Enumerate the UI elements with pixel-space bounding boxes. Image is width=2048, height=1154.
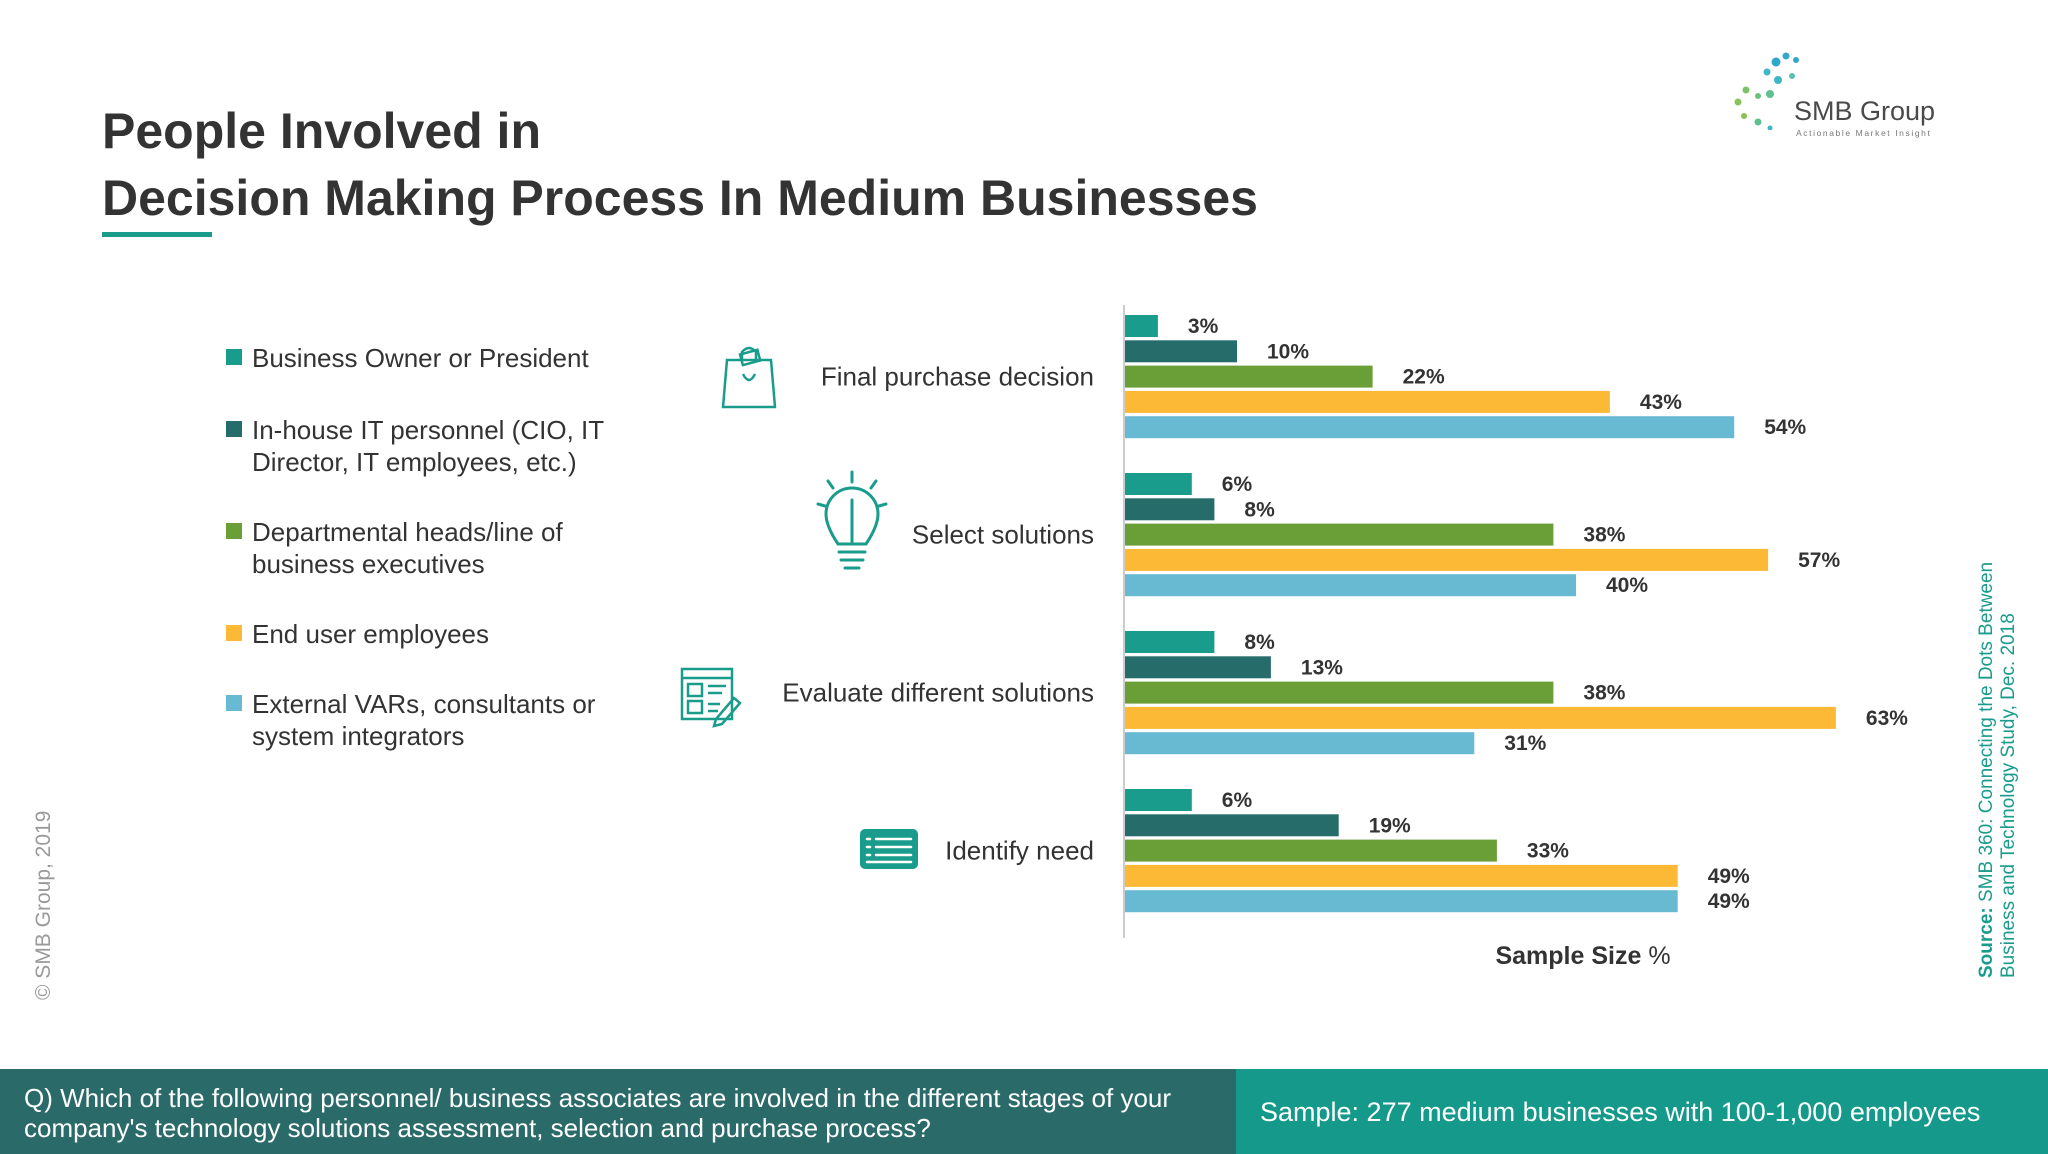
data-label: 49%	[1708, 865, 1750, 888]
survey-question-panel: Q) Which of the following personnel/ bus…	[0, 1069, 1236, 1154]
bar	[1124, 498, 1215, 521]
data-label: 8%	[1244, 498, 1275, 521]
category-label: Select solutions	[912, 520, 1094, 550]
bar	[1124, 315, 1158, 337]
id-card-icon	[860, 829, 918, 869]
chart-plot-area: Final purchase decision 3% 10% 22% 43% 54% Sel…	[782, 305, 1908, 970]
data-label: 40%	[1606, 574, 1648, 597]
logo-name: SMB Group	[1794, 96, 1936, 126]
data-label: 31%	[1504, 732, 1546, 755]
smb-group-logo: SMB Group Actionable Market Insight	[1730, 50, 1960, 145]
data-label: 19%	[1369, 814, 1411, 837]
bar	[1124, 839, 1497, 862]
legend-swatch	[226, 625, 242, 641]
legend-swatch	[226, 349, 242, 365]
title-line-1: People Involved in	[102, 103, 541, 159]
bar	[1124, 365, 1373, 388]
source-note: Source: SMB 360: Connecting the Dots Bet…	[1976, 488, 2020, 978]
bar	[1124, 656, 1271, 679]
legend-label: In-house IT personnel (CIO, IT Director,…	[252, 415, 604, 477]
shopping-bag-icon	[721, 346, 777, 409]
sample-panel: Sample: 277 medium businesses with 100-1…	[1236, 1069, 2048, 1154]
legend-swatch	[226, 421, 242, 437]
data-label: 3%	[1188, 315, 1219, 338]
logo-dots-icon	[1734, 52, 1799, 130]
bar	[1124, 732, 1475, 755]
bar	[1124, 340, 1237, 363]
data-label: 43%	[1640, 391, 1682, 414]
data-label: 8%	[1244, 631, 1275, 654]
x-axis-label: Sample Size %	[1495, 942, 1670, 970]
chart-title: People Involved in Decision Making Proce…	[102, 98, 1258, 232]
legend-label: End user employees	[252, 619, 490, 649]
bar	[1124, 789, 1192, 811]
bar-chart: Final purchase decision 3% 10% 22% 43% 54% Sel…	[680, 305, 1908, 970]
copyright-notice: © SMB Group, 2019	[32, 810, 55, 1000]
bar	[1124, 814, 1339, 837]
survey-question: Q) Which of the following personnel/ bus…	[24, 1083, 1172, 1143]
data-label: 49%	[1708, 890, 1750, 913]
title-line-2: Decision Making Process In Medium Busine…	[102, 170, 1258, 226]
bar	[1124, 523, 1554, 546]
legend-swatch	[226, 523, 242, 539]
category-label: Final purchase decision	[821, 362, 1094, 392]
bar	[1124, 390, 1610, 413]
bar	[1124, 681, 1554, 704]
category-label: Evaluate different solutions	[782, 678, 1094, 708]
data-label: 33%	[1527, 840, 1569, 863]
bar	[1124, 631, 1215, 653]
data-label: 10%	[1267, 340, 1309, 363]
bar	[1124, 473, 1192, 495]
data-label: 38%	[1583, 524, 1625, 547]
logo-tagline: Actionable Market Insight	[1796, 128, 1932, 138]
data-label: 63%	[1866, 707, 1908, 730]
sample-description: Sample: 277 medium businesses with 100-1…	[1260, 1097, 1981, 1127]
bar	[1124, 890, 1678, 913]
lightbulb-icon	[816, 470, 888, 570]
data-label: 6%	[1222, 789, 1253, 812]
browser-window-icon	[680, 667, 742, 728]
data-label: 57%	[1798, 549, 1840, 572]
bar	[1124, 864, 1678, 887]
bar	[1124, 548, 1769, 571]
data-label: 38%	[1583, 682, 1625, 705]
source-label: Source:	[1976, 907, 1997, 978]
title-underline	[102, 232, 212, 237]
bar	[1124, 416, 1735, 439]
data-label: 6%	[1222, 473, 1253, 496]
data-label: 13%	[1301, 656, 1343, 679]
data-label: 54%	[1764, 416, 1806, 439]
bar	[1124, 706, 1836, 729]
legend-label: External VARs, consultants or system int…	[252, 689, 596, 751]
data-label: 22%	[1403, 366, 1445, 389]
legend-label: Business Owner or President	[252, 343, 589, 373]
legend-swatch	[226, 695, 242, 711]
legend-label: Departmental heads/line of business exec…	[252, 517, 563, 579]
bar	[1124, 574, 1576, 597]
category-label: Identify need	[945, 836, 1094, 866]
